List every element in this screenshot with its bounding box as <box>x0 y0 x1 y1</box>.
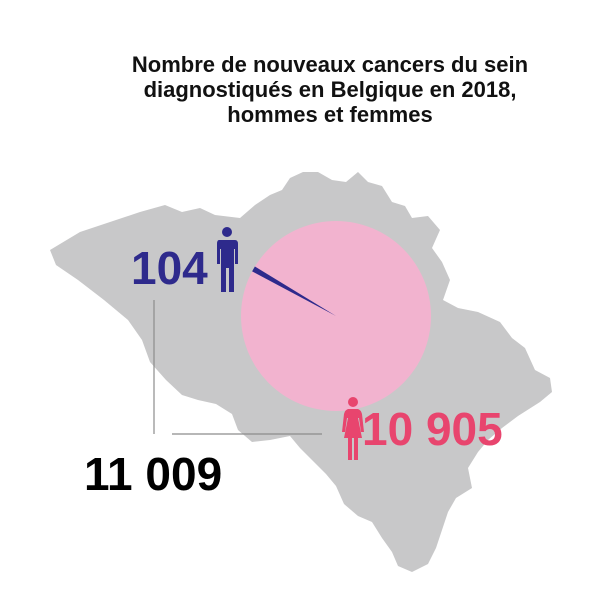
chart-title: Nombre de nouveaux cancers du sein diagn… <box>80 52 580 127</box>
label-women: 10 905 <box>362 403 503 455</box>
man-icon <box>217 227 238 292</box>
label-total: 11 009 <box>84 448 222 500</box>
chart-title-line-2: diagnostiqués en Belgique en 2018, <box>143 77 517 102</box>
pie-slice-men <box>252 266 336 316</box>
label-men: 104 <box>131 242 208 294</box>
chart-title-line-3: hommes et femmes <box>227 102 433 127</box>
woman-icon <box>342 397 364 460</box>
chart-title-line-1: Nombre de nouveaux cancers du sein <box>131 52 529 77</box>
pie <box>241 221 431 411</box>
